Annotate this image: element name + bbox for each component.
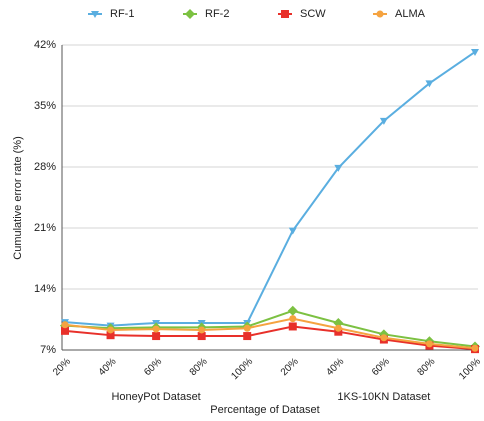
series-line (64, 309, 476, 348)
marker (243, 324, 251, 332)
y-tick-label: 28% (34, 161, 56, 173)
marker (287, 305, 298, 316)
marker (471, 344, 479, 352)
y-tick-label: 21% (34, 222, 56, 234)
marker (61, 326, 69, 335)
marker (471, 48, 479, 56)
series-line (64, 325, 476, 351)
legend-label: ALMA (395, 8, 426, 20)
marker (333, 317, 344, 328)
x-tick-label: 40% (97, 356, 119, 378)
legend-marker (281, 10, 289, 18)
series-line (64, 317, 476, 350)
marker (197, 332, 206, 341)
marker (425, 340, 433, 348)
marker (61, 321, 69, 329)
group-label: HoneyPot Dataset (111, 391, 200, 403)
series-line (64, 51, 476, 327)
legend-marker (185, 9, 195, 19)
y-axis-label: Cumulative error rate (%) (12, 136, 24, 259)
marker (334, 164, 343, 172)
marker (289, 315, 297, 323)
y-tick-label: 7% (40, 344, 56, 356)
marker (152, 332, 161, 341)
x-axis-label: Percentage of Dataset (210, 404, 319, 416)
group-label: 1KS-10KN Dataset (337, 391, 430, 403)
marker (380, 334, 388, 342)
x-tick-label: 60% (142, 356, 164, 378)
marker (107, 326, 115, 334)
marker (243, 332, 252, 341)
x-tick-label: 100% (229, 356, 255, 382)
x-tick-label: 80% (416, 356, 438, 378)
marker (334, 324, 342, 332)
x-tick-label: 20% (51, 356, 73, 378)
legend-marker (91, 11, 99, 18)
legend-label: SCW (300, 8, 326, 20)
x-tick-label: 20% (279, 356, 301, 378)
x-tick-label: 80% (188, 356, 210, 378)
marker (152, 325, 160, 333)
y-tick-label: 35% (34, 100, 56, 112)
marker (425, 80, 434, 88)
legend-marker (376, 10, 384, 18)
y-tick-label: 14% (34, 283, 56, 295)
x-tick-label: 60% (370, 356, 392, 378)
marker (288, 322, 297, 331)
x-tick-label: 40% (324, 356, 346, 378)
marker (379, 117, 388, 125)
legend-label: RF-2 (205, 8, 229, 20)
x-tick-label: 100% (457, 356, 483, 382)
marker (288, 227, 297, 235)
y-tick-label: 42% (34, 39, 56, 51)
marker (198, 326, 206, 334)
marker (106, 331, 115, 340)
legend-label: RF-1 (110, 8, 134, 20)
